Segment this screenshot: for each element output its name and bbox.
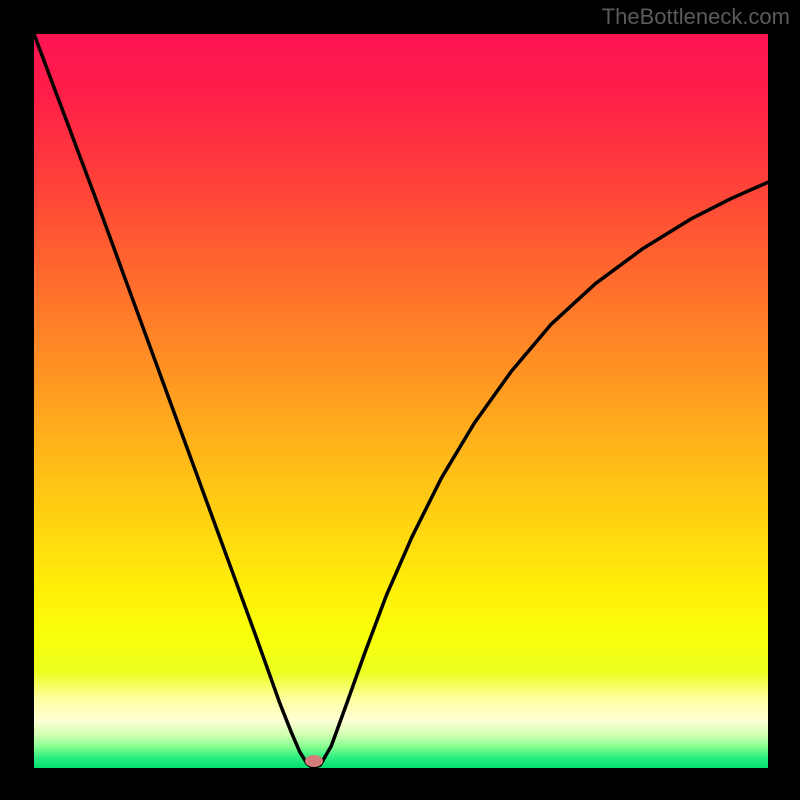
- chart-container: TheBottleneck.com: [0, 0, 800, 800]
- optimum-marker: [305, 755, 323, 767]
- source-attribution: TheBottleneck.com: [602, 4, 790, 30]
- plot-area: [34, 34, 768, 768]
- bottleneck-curve: [34, 34, 768, 768]
